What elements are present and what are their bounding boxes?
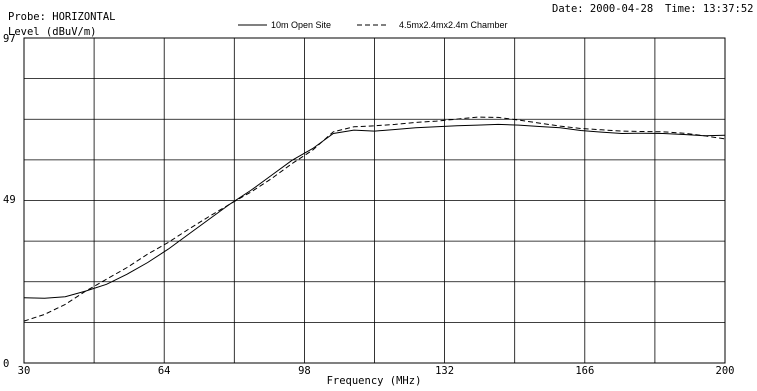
x-tick-label: 30 <box>18 365 31 377</box>
x-tick-label: 166 <box>575 365 594 377</box>
series-lines <box>23 116 726 322</box>
date-label: Date: 2000-04-28 <box>552 3 653 15</box>
x-axis-label: Frequency (MHz) <box>327 375 422 387</box>
legend-label-open-site: 10m Open Site <box>271 20 331 30</box>
x-tick-label: 200 <box>716 365 735 377</box>
time-label: Time: 13:37:52 <box>665 3 754 15</box>
y-tick-label: 0 <box>3 358 9 370</box>
y-tick-label: 49 <box>3 194 16 206</box>
series-line-chamber <box>23 116 726 322</box>
x-tick-label: 98 <box>298 365 311 377</box>
series-line-open-site <box>23 123 726 299</box>
y-tick-label: 97 <box>3 33 16 45</box>
probe-label: Probe: HORIZONTAL <box>8 11 115 23</box>
tick-labels: 30 64 98 132 166 200 0 49 97 <box>3 33 734 377</box>
x-tick-label: 132 <box>435 365 454 377</box>
level-axis-label: Level (dBuV/m) <box>8 26 97 38</box>
legend: 10m Open Site 4.5mx2.4mx2.4m Chamber <box>238 20 508 30</box>
x-tick-label: 64 <box>158 365 171 377</box>
grid <box>24 38 725 363</box>
legend-label-chamber: 4.5mx2.4mx2.4m Chamber <box>399 20 508 30</box>
